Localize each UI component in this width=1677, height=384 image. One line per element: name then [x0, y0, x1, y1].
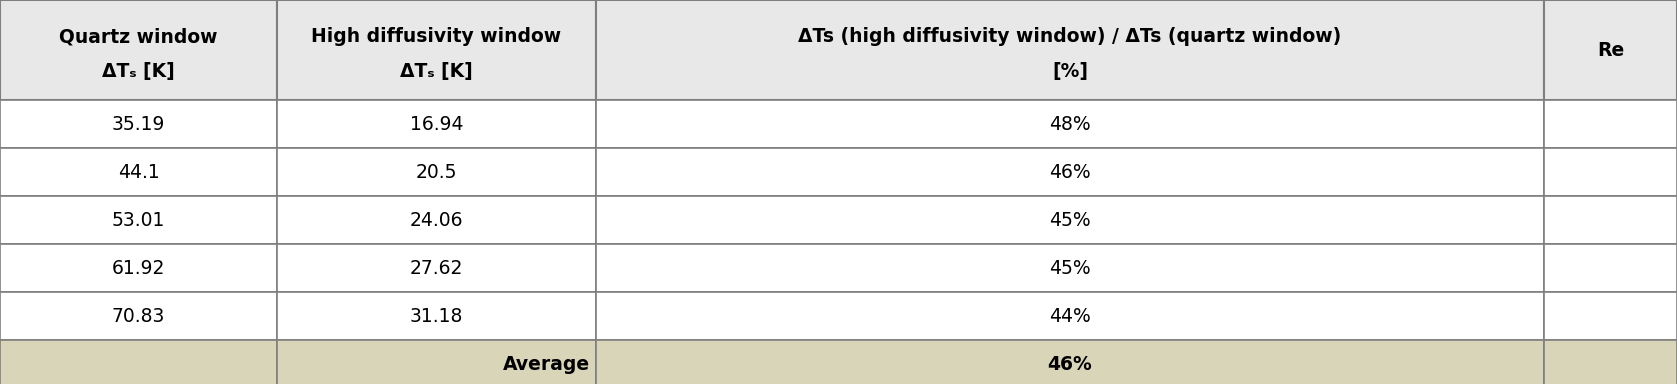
Bar	[0, 244, 277, 292]
Text: 44.1: 44.1	[117, 162, 159, 182]
Bar	[277, 292, 595, 340]
Bar	[0, 340, 277, 384]
Text: Average: Average	[503, 354, 590, 374]
Bar	[595, 196, 1545, 244]
Text: 35.19: 35.19	[112, 114, 166, 134]
Bar	[1545, 100, 1677, 148]
Bar	[1545, 340, 1677, 384]
Text: Quartz window: Quartz window	[59, 28, 218, 46]
Bar	[277, 340, 595, 384]
Bar	[277, 196, 595, 244]
Bar	[595, 292, 1545, 340]
Bar	[0, 100, 277, 148]
Text: Re: Re	[1597, 40, 1623, 60]
Text: 45%: 45%	[1050, 258, 1090, 278]
Bar	[277, 0, 595, 100]
Bar	[0, 292, 277, 340]
Bar	[595, 340, 1545, 384]
Text: High diffusivity window: High diffusivity window	[312, 28, 562, 46]
Text: 24.06: 24.06	[409, 210, 463, 230]
Text: 27.62: 27.62	[409, 258, 463, 278]
Bar	[1545, 292, 1677, 340]
Text: 46%: 46%	[1048, 354, 1092, 374]
Bar	[0, 0, 277, 100]
Bar	[595, 0, 1545, 100]
Bar	[277, 244, 595, 292]
Bar	[595, 100, 1545, 148]
Bar	[595, 244, 1545, 292]
Bar	[1545, 0, 1677, 100]
Text: 61.92: 61.92	[112, 258, 166, 278]
Text: ΔTₛ [K]: ΔTₛ [K]	[102, 63, 174, 81]
Bar	[277, 100, 595, 148]
Bar	[1545, 196, 1677, 244]
Text: 16.94: 16.94	[409, 114, 463, 134]
Bar	[277, 148, 595, 196]
Text: 70.83: 70.83	[112, 306, 166, 326]
Text: [%]: [%]	[1051, 63, 1088, 81]
Text: 45%: 45%	[1050, 210, 1090, 230]
Bar	[0, 148, 277, 196]
Text: 31.18: 31.18	[409, 306, 463, 326]
Text: 44%: 44%	[1050, 306, 1090, 326]
Text: ΔTs (high diffusivity window) / ΔTs (quartz window): ΔTs (high diffusivity window) / ΔTs (qua…	[798, 28, 1342, 46]
Bar	[1545, 148, 1677, 196]
Text: 46%: 46%	[1050, 162, 1090, 182]
Text: ΔTₛ [K]: ΔTₛ [K]	[401, 63, 473, 81]
Bar	[1545, 244, 1677, 292]
Text: 48%: 48%	[1050, 114, 1090, 134]
Bar	[595, 148, 1545, 196]
Text: 20.5: 20.5	[416, 162, 458, 182]
Text: 53.01: 53.01	[112, 210, 166, 230]
Bar	[0, 196, 277, 244]
